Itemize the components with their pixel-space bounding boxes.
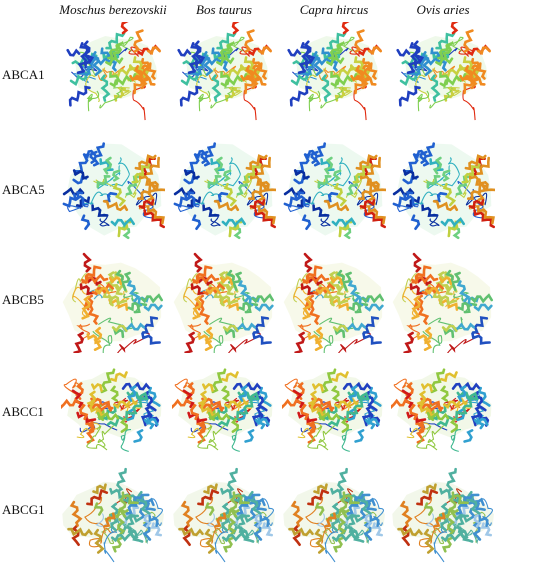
ribbon-model-icon	[62, 252, 163, 353]
structure-abcb5-3	[391, 247, 495, 353]
structure-abcg1-0	[61, 457, 165, 563]
structure-abcg1-3	[391, 457, 495, 563]
structure-abca5-3	[391, 137, 495, 243]
structure-abca1-0	[61, 22, 165, 128]
ribbon-model-icon	[173, 142, 276, 240]
structure-abca5-0	[61, 137, 165, 243]
structure-abcc1-3	[391, 359, 495, 465]
row-label-abcg1: ABCG1	[2, 502, 45, 517]
ribbon-model-icon	[282, 368, 383, 452]
ribbon-model-icon	[392, 467, 494, 563]
ribbon-model-icon	[287, 22, 382, 121]
ribbon-model-icon	[283, 252, 384, 353]
row-label-abcc1: ABCC1	[2, 404, 44, 419]
ribbon-model-icon	[61, 368, 162, 452]
column-header-2: Capra hircus	[299, 2, 369, 17]
ribbon-model-icon	[283, 467, 385, 563]
structure-abcg1-1	[172, 457, 276, 563]
ribbon-model-icon	[173, 252, 274, 353]
column-header-0: Moschus berezovskii	[59, 2, 167, 17]
structure-abca5-1	[172, 137, 276, 243]
row-label-abca5: ABCA5	[2, 182, 45, 197]
structure-abca1-3	[391, 22, 495, 128]
ribbon-model-icon	[177, 22, 272, 121]
structure-abca5-2	[282, 137, 386, 243]
structure-abcg1-2	[282, 457, 386, 563]
structure-abcb5-2	[282, 247, 386, 353]
ribbon-model-icon	[283, 142, 386, 240]
ribbon-model-icon	[173, 467, 275, 563]
structure-abcc1-2	[282, 359, 386, 465]
ribbon-model-icon	[172, 368, 273, 452]
ribbon-model-icon	[62, 142, 165, 240]
structure-abcc1-1	[172, 359, 276, 465]
ribbon-model-icon	[66, 22, 161, 121]
ribbon-model-icon	[392, 252, 493, 353]
structure-abca1-1	[172, 22, 276, 128]
row-label-abcb5: ABCB5	[2, 292, 44, 307]
ribbon-model-icon	[391, 368, 492, 452]
row-label-abca1: ABCA1	[2, 67, 45, 82]
structure-abcb5-0	[61, 247, 165, 353]
ribbon-model-icon	[62, 467, 164, 563]
structure-abcb5-1	[172, 247, 276, 353]
ribbon-model-icon	[392, 142, 495, 240]
column-header-3: Ovis aries	[416, 2, 470, 17]
structure-abca1-2	[282, 22, 386, 128]
column-header-1: Bos taurus	[196, 2, 252, 17]
ribbon-model-icon	[396, 22, 491, 121]
structure-abcc1-0	[61, 359, 165, 465]
